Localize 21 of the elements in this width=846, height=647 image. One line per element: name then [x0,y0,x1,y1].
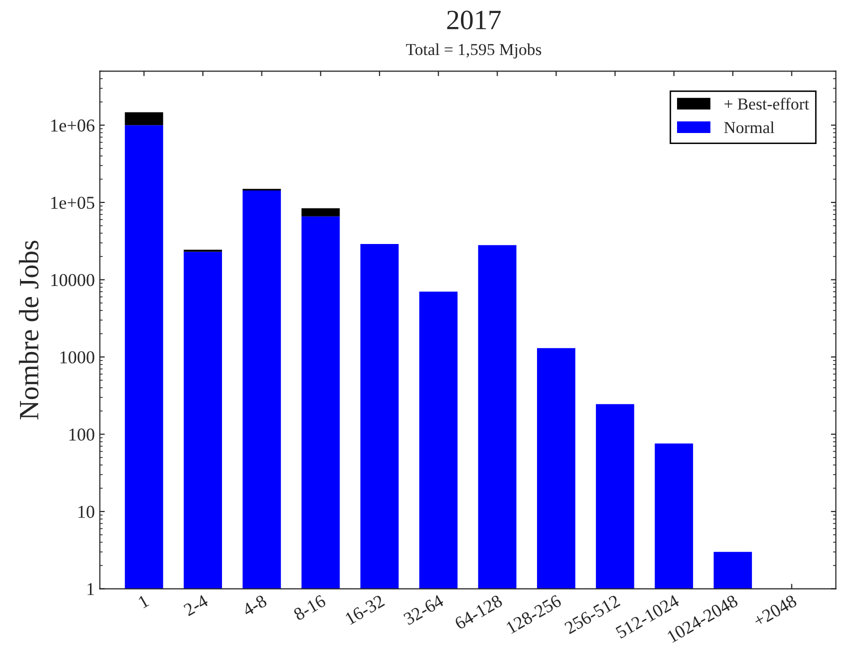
y-tick-label: 1000 [60,351,94,364]
bar [124,112,164,126]
bar [301,208,340,216]
chart-title: 2017 [447,10,501,30]
y-tick-label: 1e+06 [51,119,94,132]
x-tick-label: 1 [138,594,150,608]
y-tick-label: 10 [78,506,94,518]
legend-label: Normal [724,121,774,134]
legend-label: + Best-effort [724,98,810,110]
y-tick-label: 1e+05 [51,196,94,209]
x-tick-label: 16-32 [344,594,386,625]
x-tick-label: 8-16 [292,594,327,621]
x-tick-label: 2-4 [183,594,209,616]
y-tick-label: 1 [88,583,94,596]
x-tick-label: 4-8 [241,594,268,616]
x-tick-label: +2048 [752,594,798,628]
y-axis-title: Nombre de Jobs [18,240,38,420]
chart-subtitle: Total = 1,595 Mjobs [406,43,542,59]
y-tick-label: 100 [69,428,94,441]
x-tick-label: 32-64 [402,594,445,626]
y-tick-label: 10000 [51,274,94,286]
